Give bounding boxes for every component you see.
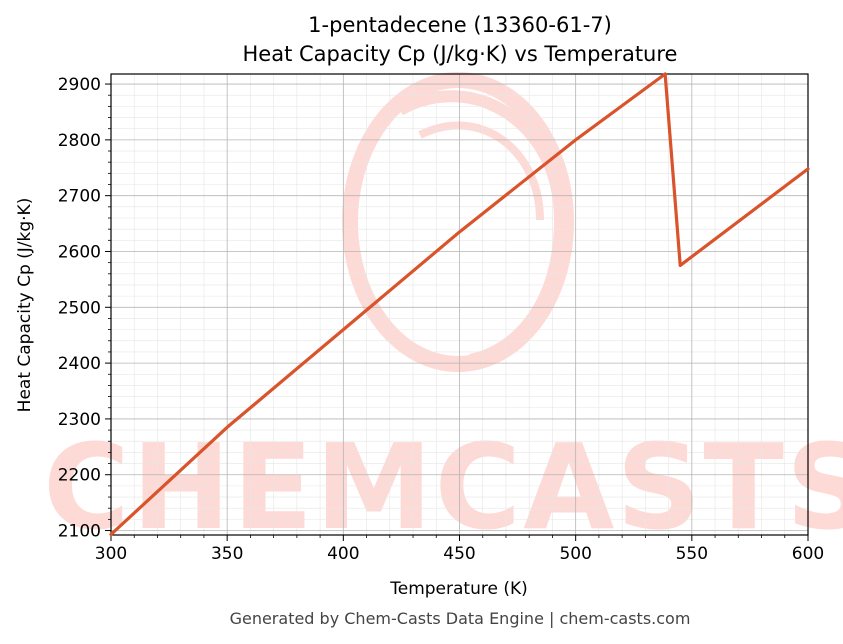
y-axis: 2100 2200 2300 2400 2500 2600 2700 2800 2900 (58, 75, 111, 542)
y-tick-label: 2300 (58, 410, 101, 430)
x-axis-label: Temperature (K) (389, 579, 528, 599)
y-axis-label: Heat Capacity Cp (J/kg·K) (15, 198, 35, 413)
y-tick-label: 2800 (58, 131, 101, 151)
y-tick-label: 2900 (58, 75, 101, 95)
y-tick-label: 2600 (58, 242, 101, 262)
y-tick-label: 2400 (58, 354, 101, 374)
grid (110, 74, 809, 535)
series-layer (109, 72, 810, 537)
y-tick-label: 2100 (58, 522, 101, 542)
y-tick-label: 2500 (58, 298, 101, 318)
series-line (109, 72, 810, 537)
x-tick-label: 450 (443, 544, 475, 564)
x-tick-label: 400 (327, 544, 359, 564)
x-tick-label: 350 (211, 544, 243, 564)
y-tick-label: 2200 (58, 466, 101, 486)
x-axis: 300 350 400 450 500 550 600 (95, 535, 824, 564)
x-tick-label: 600 (792, 544, 824, 564)
x-tick-label: 300 (95, 544, 127, 564)
x-tick-label: 500 (559, 544, 591, 564)
chart-title: 1-pentadecene (13360-61-7) (308, 13, 612, 37)
chart-subtitle: Heat Capacity Cp (J/kg·K) vs Temperature (243, 42, 678, 66)
x-tick-label: 550 (676, 544, 708, 564)
y-tick-label: 2700 (58, 187, 101, 207)
footer-credit: Generated by Chem-Casts Data Engine | ch… (230, 609, 691, 628)
